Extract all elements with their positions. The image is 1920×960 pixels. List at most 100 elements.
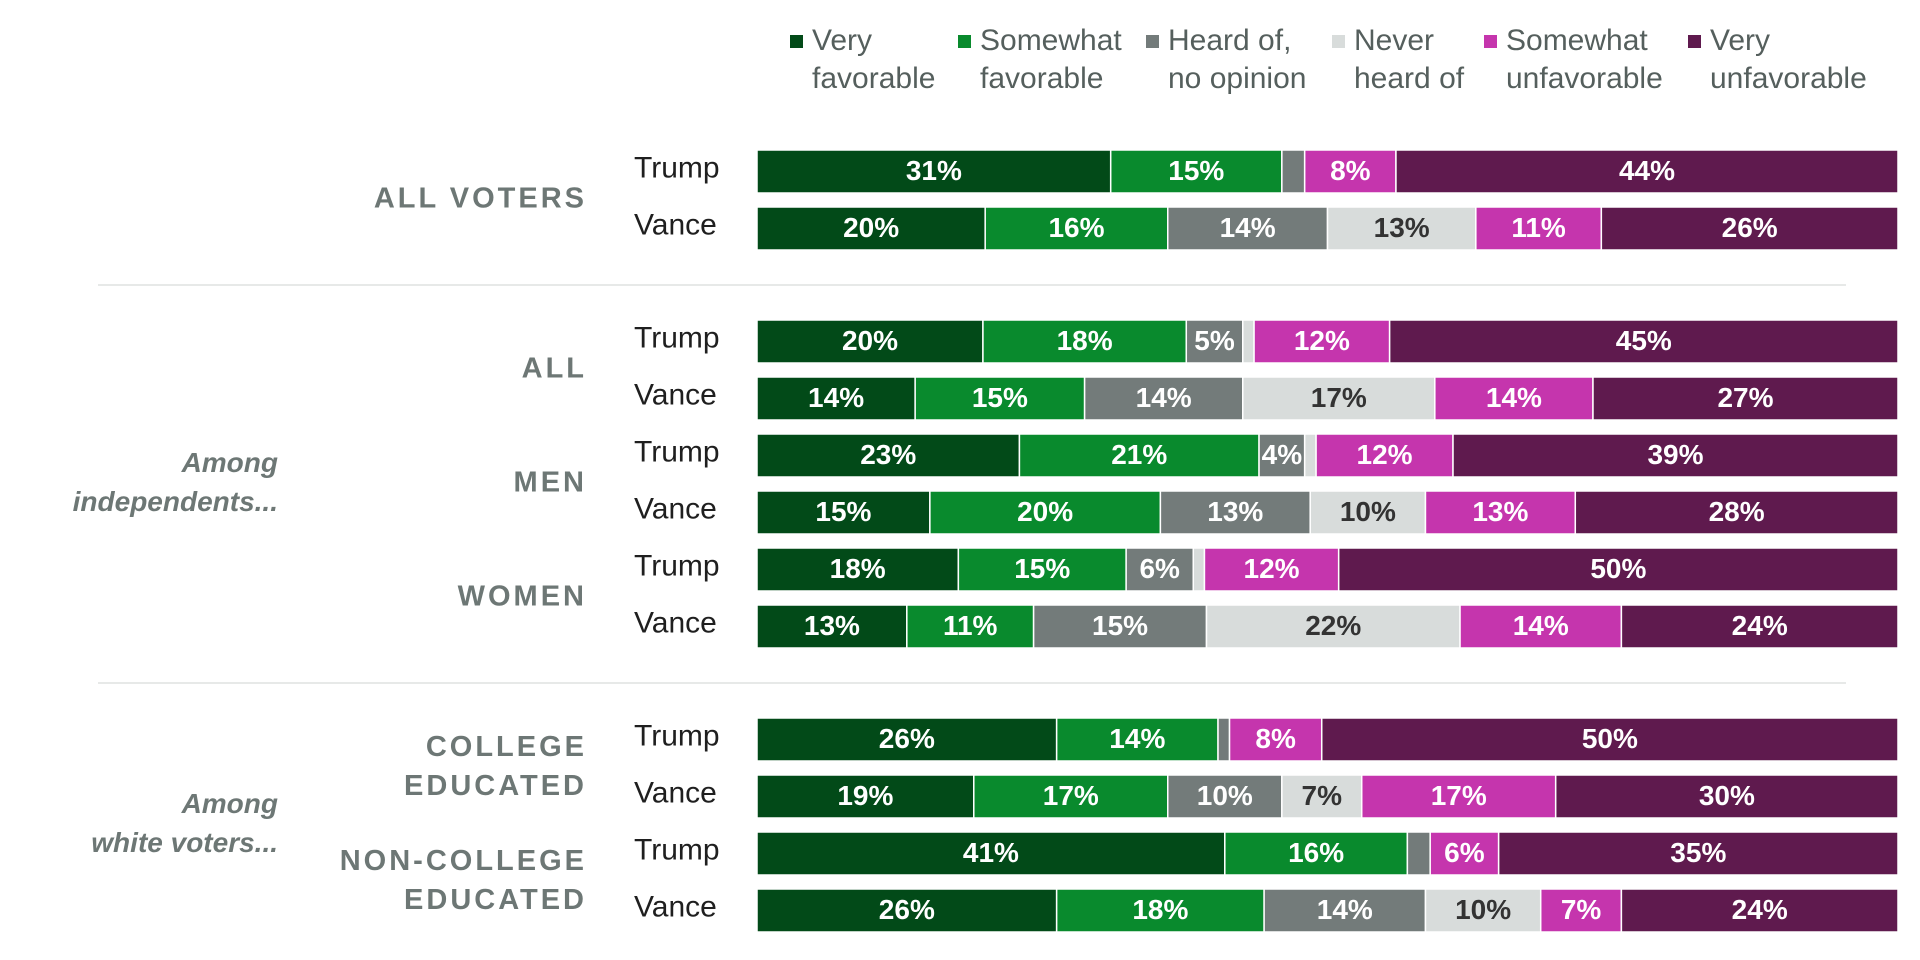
- bar-segment-very-favorable: [756, 433, 1021, 478]
- data-label: 11%: [943, 610, 998, 641]
- bar-segment-very-favorable: [756, 774, 975, 819]
- legend-swatch: [1484, 35, 1497, 48]
- section-labels: Among independents... Among white voters...: [73, 447, 278, 858]
- data-label: 24%: [1732, 894, 1788, 925]
- data-label: 30%: [1699, 780, 1755, 811]
- data-label: 16%: [1288, 837, 1344, 868]
- bar-segment-somewhat-unfavorable: [1424, 490, 1577, 535]
- legend-text: Somewhat: [1506, 24, 1648, 57]
- data-label: 44%: [1619, 155, 1675, 186]
- data-label: 39%: [1647, 439, 1703, 470]
- legend-text: Very: [812, 24, 872, 57]
- group-label: EDUCATED: [404, 884, 587, 916]
- legend-item-very-unfavorable: Very unfavorable: [1688, 24, 1867, 95]
- data-label: 14%: [1136, 382, 1192, 413]
- bar-segment-very-unfavorable: [1620, 888, 1899, 933]
- data-label: 19%: [837, 780, 893, 811]
- data-label: 20%: [843, 212, 899, 243]
- data-label: 13%: [1472, 496, 1528, 527]
- row-label-trump: Trump: [634, 719, 720, 752]
- row-label-vance: Vance: [634, 208, 717, 241]
- legend-swatch: [790, 35, 803, 48]
- data-label: 7%: [1561, 894, 1602, 925]
- bar-segment-somewhat-favorable: [1109, 149, 1283, 194]
- data-label: 41%: [963, 837, 1019, 868]
- bar-segment-heard-no-opinion: [1263, 888, 1427, 933]
- legend-text: Somewhat: [980, 24, 1122, 57]
- group-label: MEN: [514, 467, 587, 499]
- bar-segment-somewhat-unfavorable: [1360, 774, 1557, 819]
- data-label: 14%: [1317, 894, 1373, 925]
- bar-segment-very-favorable: [756, 888, 1058, 933]
- data-label: 13%: [804, 610, 860, 641]
- legend-text: heard of: [1354, 62, 1465, 95]
- data-label: 45%: [1616, 325, 1672, 356]
- bar-segment-somewhat-unfavorable: [1429, 831, 1500, 876]
- group-label: ALL VOTERS: [374, 183, 587, 215]
- data-label: 14%: [1220, 212, 1276, 243]
- bar-segment-very-favorable: [756, 717, 1058, 762]
- data-label: 31%: [906, 155, 962, 186]
- data-label: 26%: [879, 894, 935, 925]
- bar-segment-somewhat-unfavorable: [1475, 206, 1603, 251]
- legend-text: Heard of,: [1168, 24, 1291, 57]
- section-label: Among: [181, 788, 278, 819]
- section-dividers: [98, 284, 1846, 684]
- legend-swatch: [958, 35, 971, 48]
- bar-segment-very-unfavorable: [1497, 831, 1899, 876]
- data-label: 10%: [1340, 496, 1396, 527]
- data-label: 13%: [1207, 496, 1263, 527]
- bar-segment-very-favorable: [756, 319, 984, 364]
- legend-item-very-favorable: Very favorable: [790, 24, 935, 95]
- group-labels: ALL VOTERS ALL MEN WOMEN COLLEGE EDUCATED NON-…: [340, 183, 587, 917]
- data-label: 10%: [1197, 780, 1253, 811]
- row-label-trump: Trump: [634, 321, 720, 354]
- data-label: 7%: [1302, 780, 1343, 811]
- data-label: 18%: [830, 553, 886, 584]
- data-label: 17%: [1043, 780, 1099, 811]
- row-labels: Trump Vance Trump Vance Trump Vance Trump Vance…: [634, 151, 720, 923]
- data-label: 4%: [1262, 439, 1303, 470]
- data-label: 35%: [1670, 837, 1726, 868]
- bar-segment-somewhat-unfavorable: [1459, 604, 1623, 649]
- bar-segment-very-unfavorable: [1452, 433, 1899, 478]
- data-label: 20%: [1017, 496, 1073, 527]
- chart-legend: Very favorable Somewhat favorable Heard of, n…: [790, 24, 1867, 95]
- legend-text: favorable: [812, 62, 935, 95]
- data-label: 8%: [1255, 723, 1296, 754]
- data-label: 27%: [1717, 382, 1773, 413]
- bar-segment-very-unfavorable: [1337, 547, 1899, 592]
- bar-segment-very-unfavorable: [1388, 319, 1899, 364]
- bar-segment-never-heard: [1281, 774, 1363, 819]
- bar-segment-never-heard: [1303, 433, 1317, 478]
- bar-segment-somewhat-unfavorable: [1434, 376, 1594, 421]
- data-label: 20%: [842, 325, 898, 356]
- bar-segment-never-heard: [1309, 490, 1427, 535]
- bar-segment-heard-no-opinion: [1032, 604, 1208, 649]
- group-label: COLLEGE: [426, 731, 587, 763]
- data-label: 11%: [1511, 212, 1566, 243]
- legend-item-somewhat-unfavorable: Somewhat unfavorable: [1484, 24, 1663, 95]
- bar-segment-somewhat-unfavorable: [1203, 547, 1340, 592]
- data-label: 17%: [1431, 780, 1487, 811]
- bar-segment-very-unfavorable: [1395, 149, 1899, 194]
- bar-segment-never-heard: [1205, 604, 1461, 649]
- legend-text: favorable: [980, 62, 1103, 95]
- bar-segment-never-heard: [1242, 319, 1255, 364]
- bar-segment-somewhat-unfavorable: [1228, 717, 1323, 762]
- bar-segment-very-favorable: [756, 149, 1112, 194]
- bar-segment-very-unfavorable: [1554, 774, 1899, 819]
- data-label: 50%: [1582, 723, 1638, 754]
- data-label: 21%: [1111, 439, 1167, 470]
- data-label: 18%: [1057, 325, 1113, 356]
- bar-segment-never-heard: [1192, 547, 1206, 592]
- bar-segment-very-favorable: [756, 547, 960, 592]
- bar-segment-very-favorable: [756, 490, 931, 535]
- bar-segment-never-heard: [1424, 888, 1542, 933]
- bar-segment-very-favorable: [756, 604, 908, 649]
- bar-segment-somewhat-favorable: [1224, 831, 1409, 876]
- data-label: 12%: [1357, 439, 1413, 470]
- group-label: ALL: [522, 353, 587, 385]
- bar-segment-heard-no-opinion: [1258, 433, 1306, 478]
